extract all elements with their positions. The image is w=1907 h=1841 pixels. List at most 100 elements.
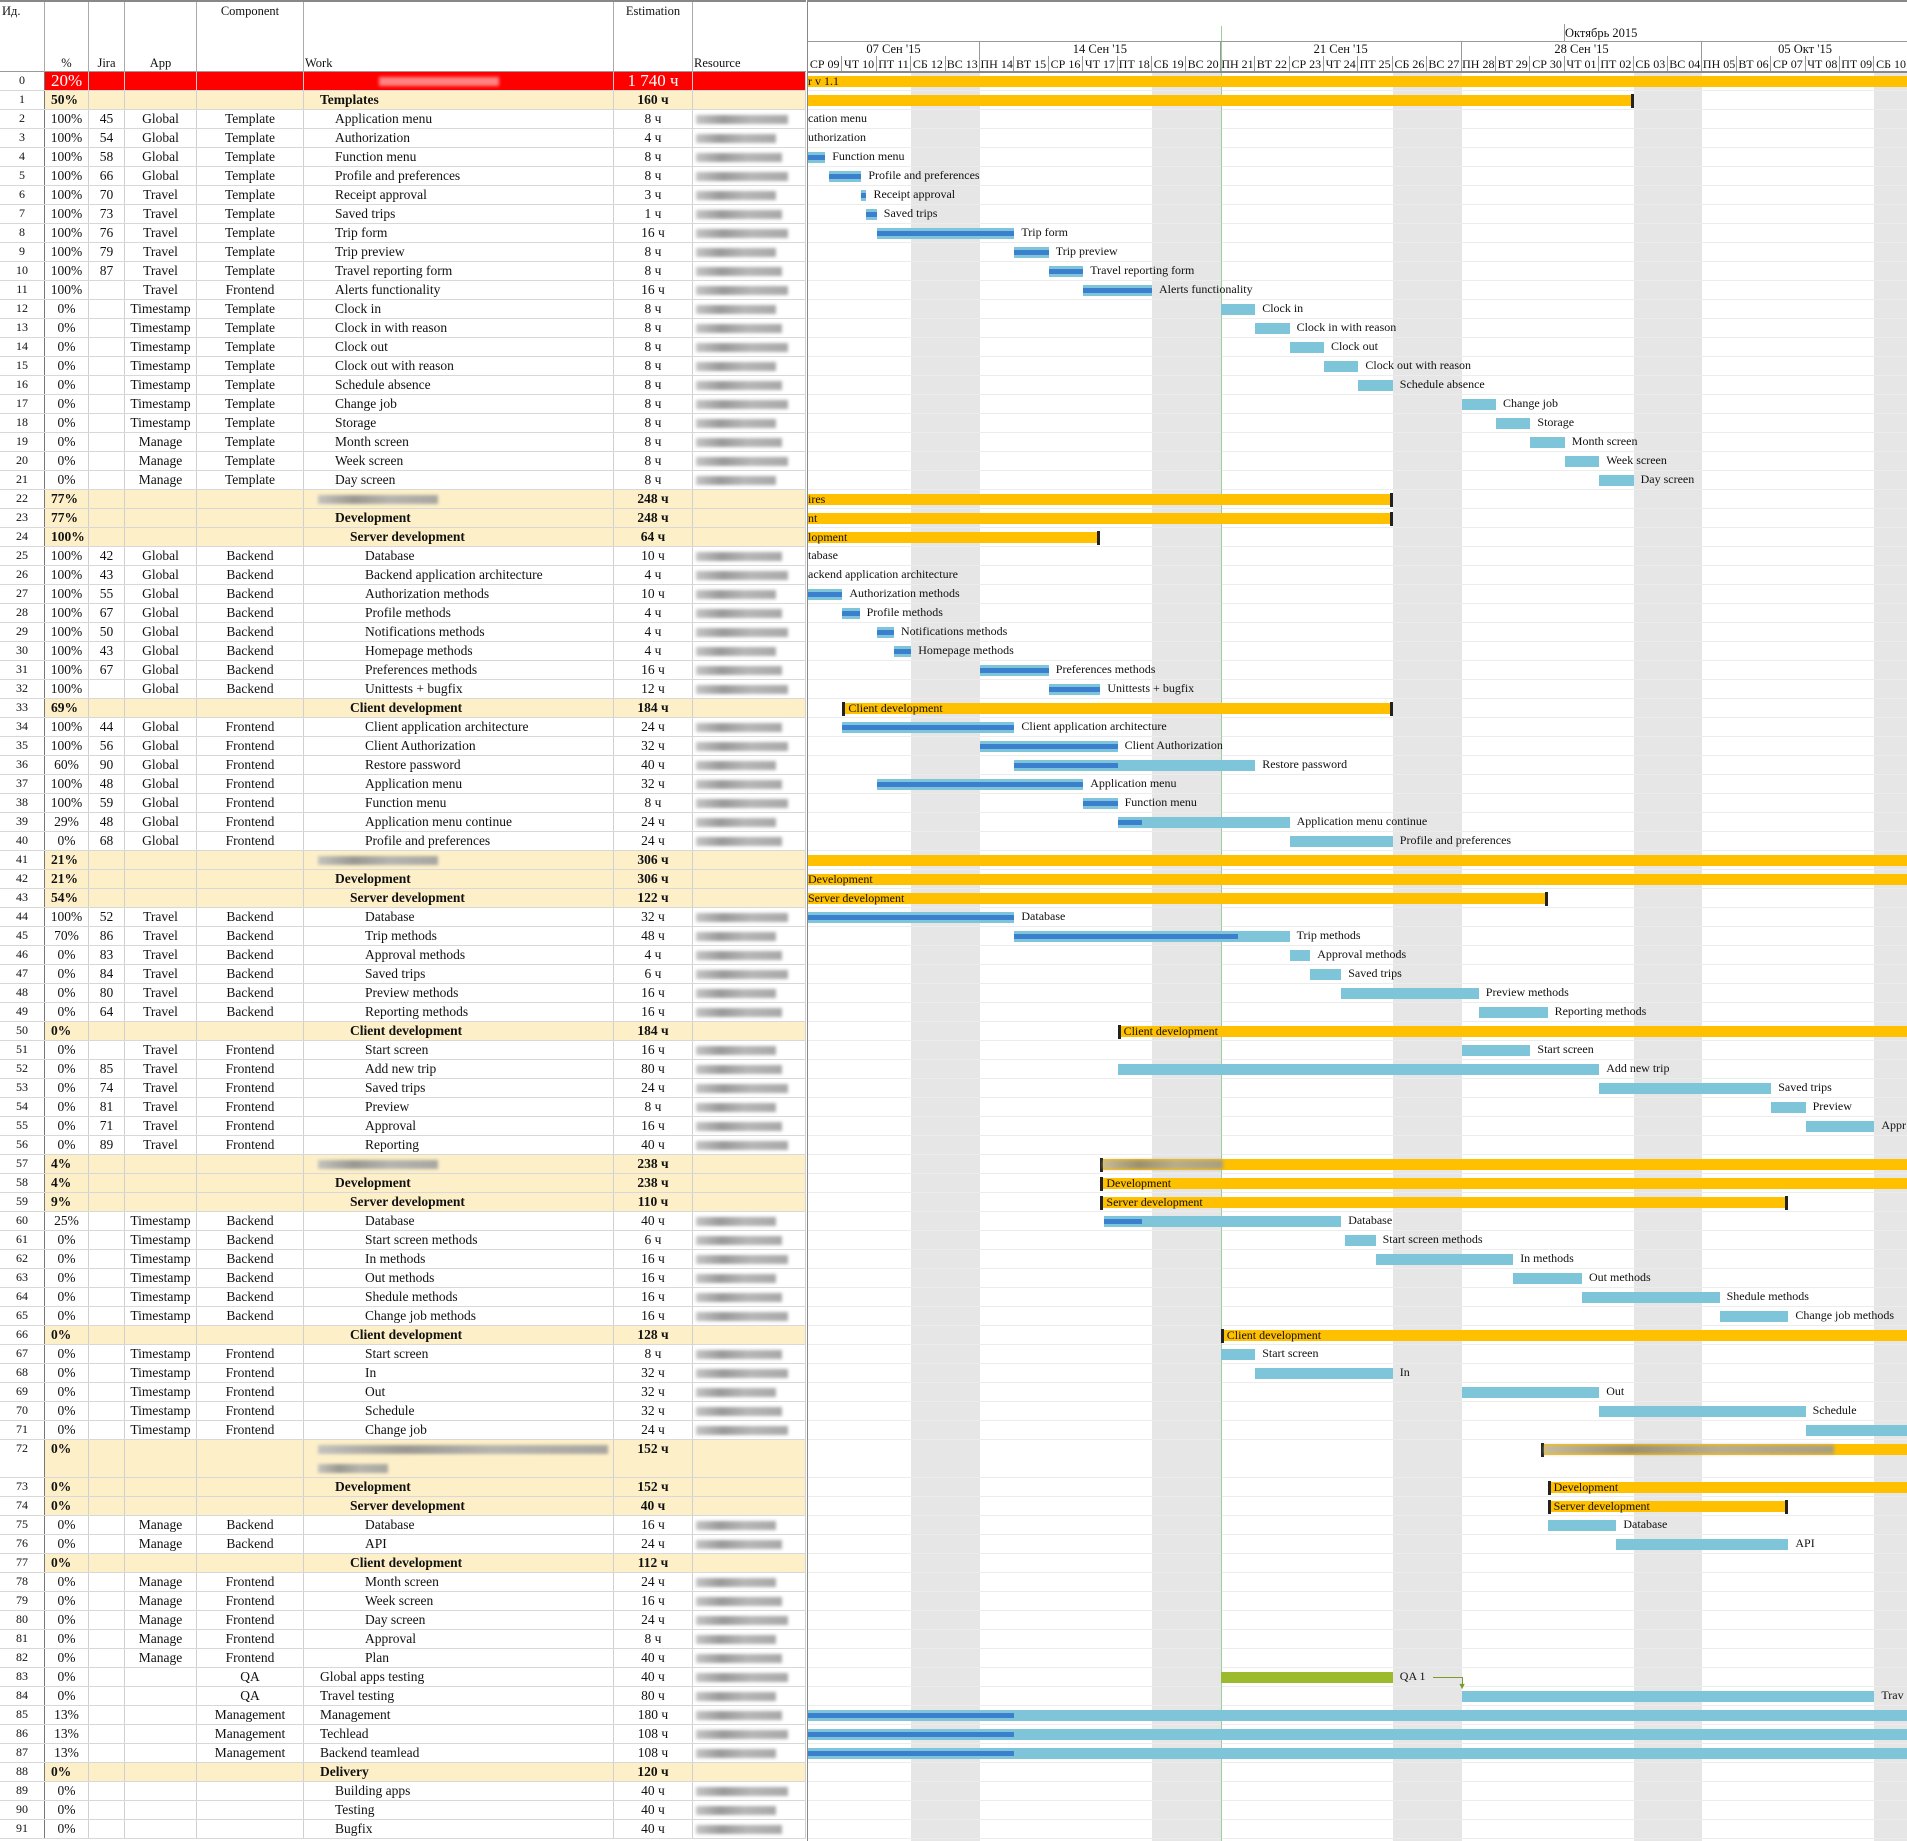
cell-pct[interactable]: 0% [45,1326,89,1344]
cell-jira[interactable]: 79 [89,243,125,261]
cell-component[interactable]: Backend [197,1516,304,1534]
cell-app[interactable]: Global [125,642,197,660]
cell-pct[interactable]: 0% [45,1402,89,1420]
summary-row[interactable]: 58 4% Development 238 ч [0,1174,806,1193]
column-header-component[interactable]: Component [197,2,304,74]
cell-pct[interactable]: 100% [45,129,89,147]
cell-jira[interactable] [89,395,125,413]
table-row[interactable]: 36 60% 90 Global Frontend Restore password 40 … [0,756,806,775]
cell-work[interactable]: Trip methods [304,927,614,945]
cell-work[interactable]: Approval [304,1117,614,1135]
cell-resource[interactable] [693,376,806,394]
cell-work[interactable]: Server development [304,1193,614,1211]
cell-pct[interactable]: 0% [45,1535,89,1553]
cell-app[interactable]: Timestamp [125,1269,197,1287]
cell-app[interactable]: Timestamp [125,1383,197,1401]
cell-component[interactable]: Template [197,338,304,356]
summary-bar[interactable] [808,532,1101,543]
cell-resource[interactable] [693,452,806,470]
cell-resource[interactable] [693,1516,806,1534]
cell-work[interactable]: Client development [304,1326,614,1344]
cell-work[interactable]: Application menu continue [304,813,614,831]
cell-work[interactable]: Notifications methods [304,623,614,641]
cell-app[interactable]: Manage [125,433,197,451]
cell-component[interactable]: Backend [197,984,304,1002]
cell-estimation[interactable]: 32 ч [614,1402,693,1420]
cell-jira[interactable]: 43 [89,642,125,660]
cell-component[interactable] [197,1820,304,1838]
table-row[interactable]: 16 0% Timestamp Template Schedule absence 8 ч [0,376,806,395]
cell-app[interactable]: Timestamp [125,1212,197,1230]
cell-pct[interactable]: 0% [45,414,89,432]
cell-component[interactable]: Backend [197,604,304,622]
cell-resource[interactable] [693,908,806,926]
cell-pct[interactable]: 100% [45,680,89,698]
task-bar[interactable] [1341,988,1479,999]
cell-pct[interactable]: 100% [45,547,89,565]
cell-jira[interactable] [89,319,125,337]
cell-pct[interactable]: 100% [45,585,89,603]
cell-jira[interactable]: 74 [89,1079,125,1097]
cell-app[interactable]: Global [125,623,197,641]
summary-row[interactable]: 74 0% Server development 40 ч [0,1497,806,1516]
cell-app[interactable]: Timestamp [125,1288,197,1306]
cell-estimation[interactable]: 8 ч [614,243,693,261]
cell-resource[interactable] [693,851,806,869]
cell-estimation[interactable]: 16 ч [614,1041,693,1059]
cell-work[interactable]: Saved trips [304,205,614,223]
cell-estimation[interactable]: 16 ч [614,1003,693,1021]
cell-app[interactable]: Timestamp [125,1421,197,1439]
cell-pct[interactable]: 25% [45,1212,89,1230]
cell-resource[interactable] [693,1649,806,1667]
table-row[interactable]: 48 0% 80 Travel Backend Preview methods 16 ч [0,984,806,1003]
table-row[interactable]: 35 100% 56 Global Frontend Client Authorizati… [0,737,806,756]
cell-work[interactable]: Preferences methods [304,661,614,679]
cell-pct[interactable]: 4% [45,1174,89,1192]
table-row[interactable]: 32 100% Global Backend Unittests + bugfix 12 … [0,680,806,699]
cell-app[interactable]: Travel [125,1041,197,1059]
cell-jira[interactable] [89,870,125,888]
task-bar[interactable] [1289,836,1393,847]
cell-jira[interactable] [89,1478,125,1496]
table-row[interactable]: 83 0% QA Global apps testing 40 ч [0,1668,806,1687]
cell-estimation[interactable]: 24 ч [614,1079,693,1097]
cell-component[interactable]: Backend [197,642,304,660]
cell-jira[interactable]: 86 [89,927,125,945]
cell-estimation[interactable]: 128 ч [614,1326,693,1344]
cell-estimation[interactable]: 152 ч [614,1478,693,1496]
cell-jira[interactable] [89,1725,125,1743]
cell-jira[interactable] [89,1326,125,1344]
cell-app[interactable] [125,1687,197,1705]
cell-pct[interactable]: 0% [45,452,89,470]
cell-resource[interactable] [693,756,806,774]
cell-work[interactable]: Profile and preferences [304,167,614,185]
table-row[interactable]: 79 0% Manage Frontend Week screen 16 ч [0,1592,806,1611]
summary-bar[interactable] [808,855,1907,866]
cell-work[interactable]: Backend teamlead [304,1744,614,1762]
cell-estimation[interactable]: 16 ч [614,1288,693,1306]
cell-app[interactable]: Global [125,129,197,147]
cell-app[interactable]: Manage [125,1535,197,1553]
cell-app[interactable]: Global [125,680,197,698]
summary-bar[interactable] [1547,1482,1907,1493]
cell-estimation[interactable]: 4 ч [614,566,693,584]
cell-resource[interactable] [693,1421,806,1439]
summary-bar[interactable] [808,874,1907,885]
cell-jira[interactable] [89,1288,125,1306]
task-bar[interactable] [1805,1121,1875,1132]
cell-component[interactable]: Frontend [197,1098,304,1116]
cell-work[interactable]: Plan [304,1649,614,1667]
table-row[interactable]: 9 100% 79 Travel Template Trip preview 8 ч [0,243,806,262]
summary-row[interactable]: 41 21% 306 ч [0,851,806,870]
cell-pct[interactable]: 0% [45,1516,89,1534]
cell-work[interactable]: Database [304,547,614,565]
cell-jira[interactable] [89,528,125,546]
cell-pct[interactable]: 0% [45,1763,89,1781]
cell-jira[interactable]: 52 [89,908,125,926]
cell-jira[interactable]: 73 [89,205,125,223]
cell-pct[interactable]: 100% [45,262,89,280]
cell-pct[interactable]: 0% [45,433,89,451]
cell-resource[interactable] [693,1288,806,1306]
cell-pct[interactable]: 0% [45,1801,89,1819]
cell-estimation[interactable]: 16 ч [614,224,693,242]
